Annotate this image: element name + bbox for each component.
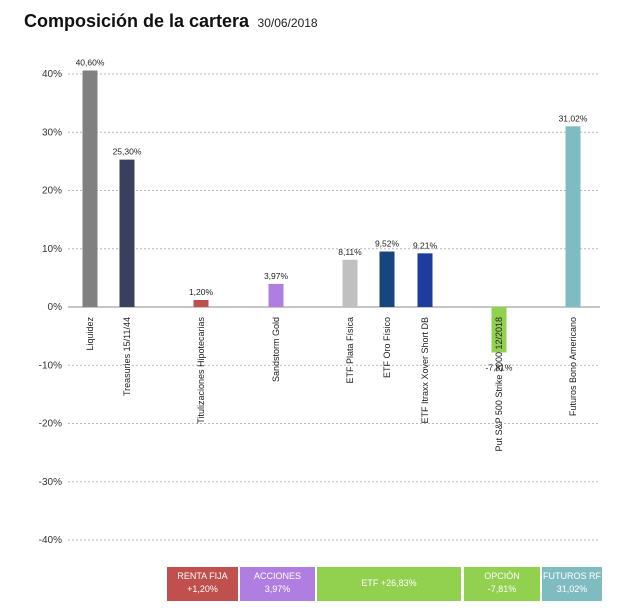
legend-renta-fija-value: +1,20%: [187, 584, 218, 594]
data-label: 9,21%: [413, 240, 438, 250]
y-tick-label: 30%: [42, 127, 62, 138]
legend-renta-fija-label: RENTA FIJA: [177, 571, 228, 581]
data-label: 40,60%: [76, 58, 105, 68]
chart-title: Composición de la cartera 30/06/2018: [24, 11, 318, 32]
y-tick-label: 10%: [42, 244, 62, 255]
legend-renta-fija: RENTA FIJA +1,20%: [167, 567, 238, 601]
bar: [119, 159, 135, 307]
data-label: 25,30%: [113, 147, 142, 157]
category-label: ETF Itraxx Xover Short DB: [420, 317, 430, 424]
legend-futuros-label: FUTUROS RF: [543, 571, 601, 581]
bar: [417, 253, 433, 307]
category-label: Futuros Bono Americano: [568, 317, 578, 416]
category-label: Liquidez: [85, 317, 95, 351]
value-label-layer: 40,60% 25,30% 1,20% 3,97% 8,11% 9,52% 9,21% -7,…: [76, 58, 588, 373]
legend-etf-label: ETF +26,83%: [361, 578, 417, 588]
category-label-layer: Liquidez Treasuries 15/11/44 Titulizacione…: [85, 317, 578, 452]
legend-opcion-value: -7,81%: [487, 584, 517, 594]
y-tick-label: -40%: [39, 535, 62, 546]
bar: [379, 251, 395, 307]
legend-acciones-value: 3,97%: [264, 584, 291, 594]
legend-futuros-rf: FUTUROS RF 31,02%: [542, 567, 602, 601]
bar: [268, 283, 284, 307]
category-label: Titulizaciones Hipotecarias: [196, 317, 206, 424]
y-tick-label: -10%: [39, 360, 62, 371]
legend-acciones: ACCIONES 3,97%: [240, 567, 315, 601]
data-label: -7,81%: [486, 362, 513, 372]
bar-layer: [82, 70, 581, 353]
category-label: ETF Oro Físico: [382, 317, 392, 378]
data-label: 9,52%: [375, 239, 400, 249]
category-label: Treasuries 15/11/44: [122, 317, 132, 396]
chart-title-text: Composición de la cartera: [24, 11, 250, 31]
data-label: 1,20%: [189, 287, 214, 297]
bar: [82, 70, 98, 307]
y-tick-label: 0%: [48, 302, 63, 313]
legend-opcion: OPCIÓN -7,81%: [464, 567, 540, 601]
y-tick-label: 40%: [42, 69, 62, 80]
bar-chart: 40% 30% 20% 10% 0% -10% -20% -30% -40% 40,60% 25,…: [39, 58, 600, 546]
category-label: Put S&P 500 Strike 2000 12/2018: [494, 317, 504, 451]
legend-acciones-label: ACCIONES: [253, 571, 301, 581]
y-tick-label: 20%: [42, 186, 62, 197]
data-label: 3,97%: [264, 271, 289, 281]
legend-futuros-value: 31,02%: [556, 584, 588, 594]
bar: [342, 259, 358, 307]
category-label: ETF Plata Física: [345, 317, 355, 384]
legend-etf: ETF +26,83%: [317, 567, 461, 601]
legend-opcion-label: OPCIÓN: [484, 571, 520, 581]
bar: [491, 307, 507, 353]
y-tick-label: -30%: [39, 477, 62, 488]
data-label: 8,11%: [338, 247, 362, 257]
chart-date: 30/06/2018: [257, 16, 318, 30]
bar: [565, 126, 581, 307]
data-label: 31,02%: [559, 113, 588, 123]
grid-layer: 40% 30% 20% 10% 0% -10% -20% -30% -40%: [39, 69, 600, 546]
bar: [193, 300, 209, 307]
y-tick-label: -20%: [39, 419, 62, 430]
category-label: Sandstorm Gold: [271, 317, 281, 382]
